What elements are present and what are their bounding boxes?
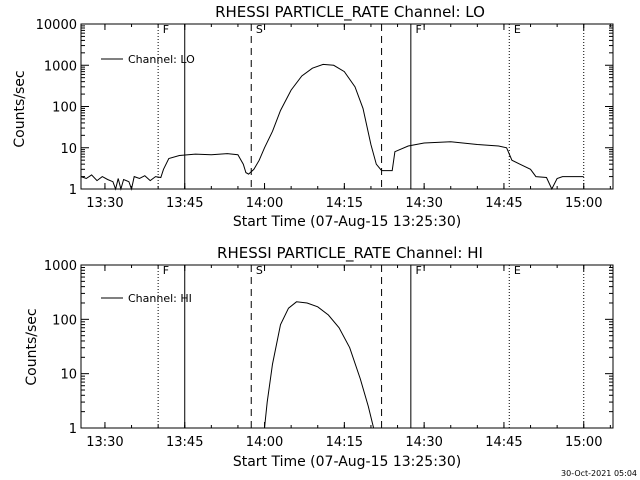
marker-label: F	[416, 23, 422, 36]
y-tick-label: 10000	[36, 18, 77, 33]
marker-label: F	[163, 264, 169, 277]
x-tick-label: 13:45	[166, 435, 203, 450]
y-tick-label: 1000	[44, 59, 77, 74]
marker-label: E	[514, 23, 521, 36]
x-tick-label: 14:45	[485, 435, 522, 450]
series-line	[264, 301, 375, 429]
marker-label: F	[163, 23, 169, 36]
x-axis-label: Start Time (07-Aug-15 13:25:30)	[233, 454, 461, 470]
footer-timestamp: 30-Oct-2021 05:04	[561, 469, 637, 478]
y-tick-label: 100	[52, 313, 77, 328]
y-tick-label: 10	[60, 368, 77, 383]
x-axis-label: Start Time (07-Aug-15 13:25:30)	[233, 214, 461, 230]
legend-label: Channel: LO	[128, 53, 195, 66]
x-tick-label: 15:00	[565, 196, 602, 211]
y-tick-label: 1	[69, 183, 77, 198]
marker-label: S	[256, 264, 263, 277]
y-tick-label: 10	[60, 142, 77, 157]
chart-title: RHESSI PARTICLE_RATE Channel: HI	[217, 244, 483, 263]
series-line	[80, 63, 584, 191]
x-tick-label: 14:00	[246, 196, 283, 211]
legend-label: Channel: HI	[128, 292, 192, 305]
x-tick-label: 14:45	[485, 196, 522, 211]
x-tick-label: 14:30	[405, 435, 442, 450]
x-tick-label: 13:45	[166, 196, 203, 211]
x-tick-label: 14:00	[246, 435, 283, 450]
x-tick-label: 14:15	[326, 435, 363, 450]
y-tick-label: 1000	[44, 259, 77, 274]
y-axis-label: Counts/sec	[12, 70, 28, 147]
x-tick-label: 15:00	[565, 435, 602, 450]
y-tick-label: 100	[52, 101, 77, 116]
x-tick-label: 14:30	[405, 196, 442, 211]
y-axis-label: Counts/sec	[24, 308, 40, 385]
chart-panel-lo: RHESSI PARTICLE_RATE Channel: LO Start T…	[12, 3, 614, 230]
x-tick-label: 13:30	[86, 435, 123, 450]
plot-frame	[80, 264, 614, 429]
x-tick-label: 13:30	[86, 196, 123, 211]
marker-label: E	[514, 264, 521, 277]
chart-title: RHESSI PARTICLE_RATE Channel: LO	[215, 3, 485, 22]
plot-frame	[80, 23, 614, 190]
chart-panel-hi: RHESSI PARTICLE_RATE Channel: HI Start T…	[24, 244, 614, 470]
y-tick-label: 1	[69, 422, 77, 437]
marker-label: F	[416, 264, 422, 277]
marker-label: S	[256, 23, 263, 36]
x-tick-label: 14:15	[326, 196, 363, 211]
